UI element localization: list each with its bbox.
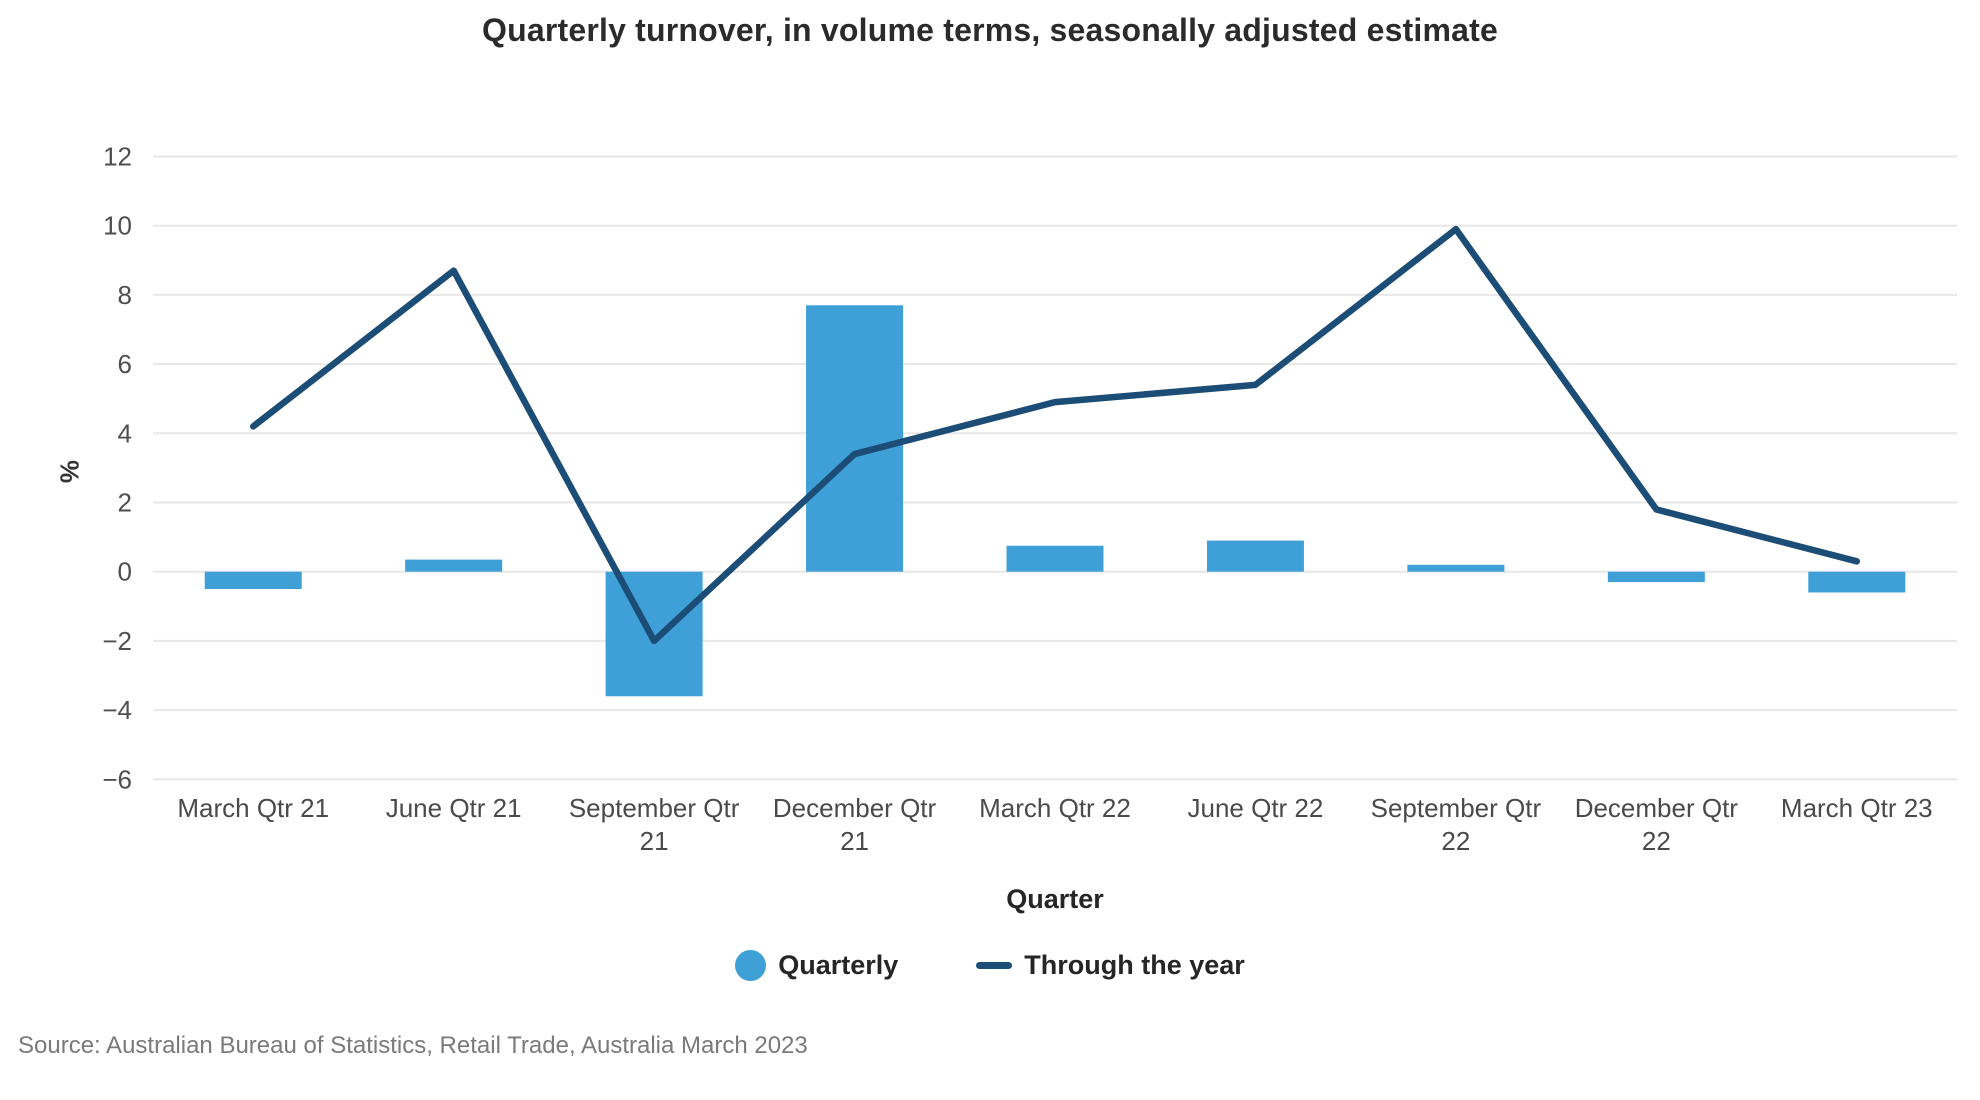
legend-label-quarterly: Quarterly: [778, 950, 899, 980]
x-tick-label: March Qtr 22: [979, 793, 1131, 823]
y-tick-label: 8: [118, 280, 132, 310]
x-tick-label: September Qtr 21: [568, 793, 740, 856]
x-tick-label: June Qtr 21: [385, 793, 522, 823]
y-tick-label: 6: [118, 349, 132, 379]
bar-quarterly: [1607, 571, 1705, 583]
y-tick-label: 2: [118, 488, 132, 518]
x-axis-label: Quarter: [1006, 884, 1104, 914]
legend: Quarterly Through the year: [0, 950, 1980, 981]
bar-quarterly: [1206, 540, 1304, 572]
y-tick-label: 10: [103, 211, 132, 241]
bar-quarterly: [1006, 545, 1104, 572]
line-through-the-year: [249, 225, 1861, 645]
legend-label-through-the-year: Through the year: [1024, 950, 1245, 980]
bar-quarterly: [1808, 571, 1906, 593]
bar-quarterly: [405, 559, 503, 572]
y-tick-label: 12: [103, 142, 132, 172]
quarterly-circle-icon: [735, 950, 767, 981]
y-tick-label: 0: [118, 557, 132, 587]
bar-quarterly: [1407, 564, 1505, 572]
legend-item-quarterly: Quarterly: [735, 950, 898, 981]
x-tick-label: September Qtr 22: [1370, 793, 1542, 856]
y-tick-label: −6: [102, 764, 132, 794]
legend-item-through-the-year: Through the year: [976, 950, 1245, 981]
x-tick-label: March Qtr 21: [177, 793, 330, 823]
y-tick-label: −4: [102, 695, 132, 725]
source-note: Source: Australian Bureau of Statistics,…: [18, 1032, 808, 1059]
x-tick-label: June Qtr 22: [1187, 793, 1324, 823]
x-tick-label: December Qtr 21: [772, 793, 937, 856]
y-tick-label: 4: [118, 418, 132, 448]
y-tick-label: −2: [102, 626, 132, 656]
through-the-year-line-icon: [976, 962, 1013, 969]
x-tick-label: December Qtr 22: [1574, 793, 1738, 856]
bar-quarterly: [806, 305, 904, 572]
chart-title: Quarterly turnover, in volume terms, sea…: [481, 12, 1499, 48]
bar-quarterly: [605, 571, 703, 697]
bar-quarterly: [204, 571, 302, 589]
x-tick-label: March Qtr 23: [1780, 793, 1933, 823]
